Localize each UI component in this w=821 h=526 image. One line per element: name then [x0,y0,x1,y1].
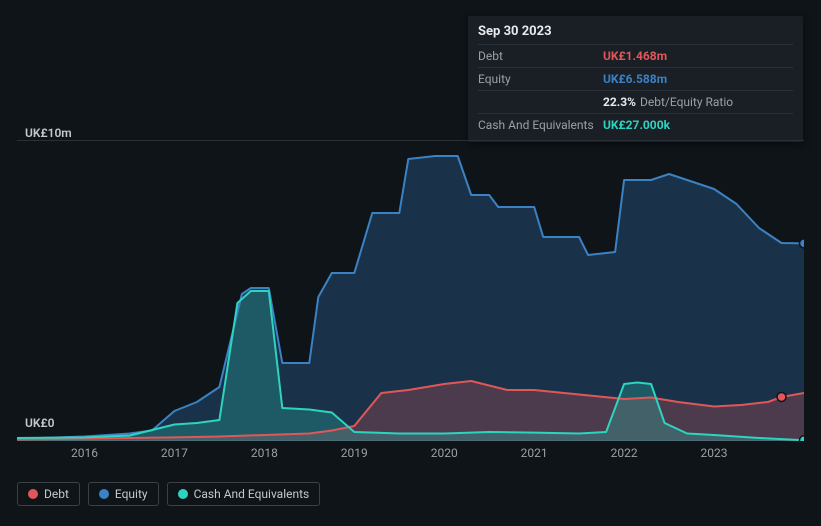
tooltip-row-value: UK£27.000k [603,116,670,134]
chart-plot-area[interactable]: 20162017201820192020202120222023 [17,140,804,440]
xaxis-tick-label: 2020 [431,446,458,460]
xaxis-tick-label: 2019 [341,446,368,460]
tooltip-date: Sep 30 2023 [478,22,793,42]
legend-label: Debt [44,487,69,501]
legend-item[interactable]: Cash And Equivalents [167,482,321,506]
tooltip-row: 22.3%Debt/Equity Ratio [478,90,793,113]
tooltip-row-unit: Debt/Equity Ratio [640,93,733,111]
xaxis-tick-label: 2017 [161,446,188,460]
chart-container: Sep 30 2023 DebtUK£1.468mEquityUK£6.588m… [0,0,821,526]
xaxis-tick-label: 2016 [71,446,98,460]
chart-tooltip: Sep 30 2023 DebtUK£1.468mEquityUK£6.588m… [468,16,803,142]
tooltip-row: DebtUK£1.468m [478,44,793,67]
legend-item[interactable]: Debt [17,482,80,506]
xaxis-tick-label: 2023 [701,446,728,460]
xaxis-tick-label: 2021 [521,446,548,460]
yaxis-top-label: UK£10m [25,126,72,140]
xaxis-labels: 2016 2017 2018 2019 2020 2021 2022 2023 [17,446,804,466]
tooltip-row-label [478,93,603,111]
tooltip-row-value: UK£6.588m [603,70,667,88]
xaxis-tick-label: 2018 [251,446,278,460]
legend-label: Cash And Equivalents [194,487,310,501]
tooltip-row-value: 22.3% [603,93,636,111]
legend-item[interactable]: Equity [88,482,159,506]
tooltip-row: EquityUK£6.588m [478,67,793,90]
legend-swatch [28,489,38,499]
chart-svg [17,141,804,441]
tooltip-row-value: UK£1.468m [603,47,667,65]
tooltip-row-label: Cash And Equivalents [478,116,603,134]
tooltip-row-label: Debt [478,47,603,65]
legend-swatch [99,489,109,499]
tooltip-row: Cash And EquivalentsUK£27.000k [478,113,793,136]
xaxis-tick-label: 2022 [611,446,638,460]
legend-label: Equity [115,487,148,501]
tooltip-row-label: Equity [478,70,603,88]
legend-swatch [178,489,188,499]
chart-legend: Debt Equity Cash And Equivalents [17,482,320,506]
